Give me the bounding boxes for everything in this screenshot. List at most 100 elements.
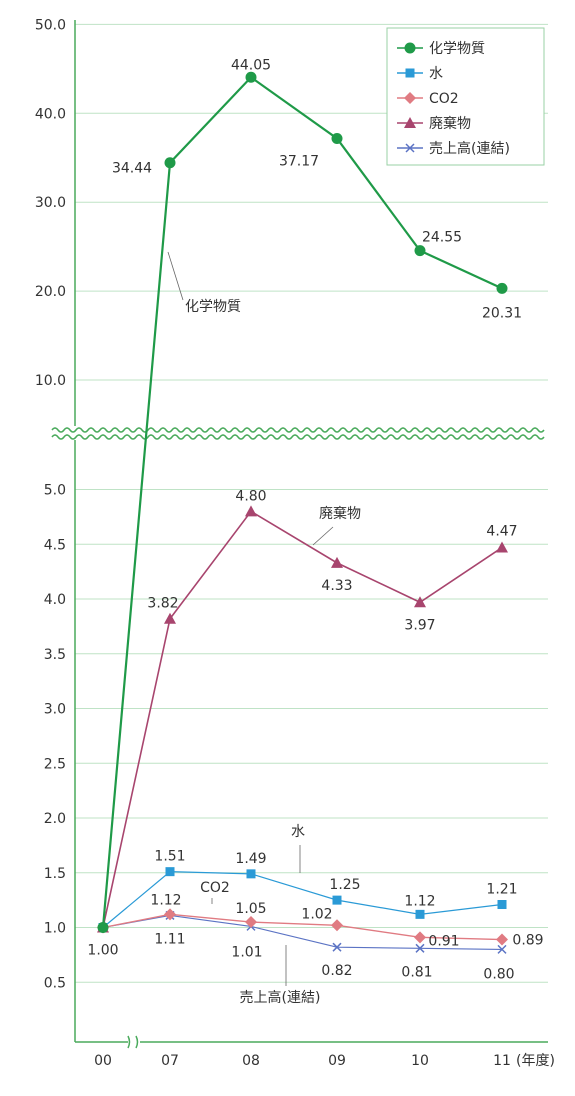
data-point [245,71,257,83]
data-label: 24.55 [422,230,462,246]
data-point [245,505,257,517]
data-point [331,919,343,932]
data-point [497,944,507,954]
y-tick-label: 50.0 [35,17,66,33]
legend-label: 廃棄物 [429,115,471,132]
x-tick-label: 09 [328,1053,346,1069]
grid-lines [75,23,548,983]
legend-label: CO2 [429,91,459,107]
data-point [404,92,416,104]
data-point [415,943,425,953]
data-label: 4.47 [486,524,517,540]
data-label: 1.12 [150,892,181,908]
data-point [164,612,176,624]
data-point [414,596,426,608]
axis-break-wave [51,427,545,433]
data-label: 1.00 [87,943,118,959]
y-tick-label: 2.5 [44,756,66,772]
series-line [102,510,503,928]
data-point [496,541,508,553]
series-layer [97,71,508,954]
data-point [404,117,416,128]
legend-label: 水 [429,66,443,82]
y-tick-label: 0.5 [44,975,66,991]
data-point [331,556,343,568]
data-point [405,143,415,153]
y-tick-label: 20.0 [35,284,66,300]
data-label: 4.80 [235,488,266,504]
data-point [405,68,415,78]
y-tick-label: 3.0 [44,702,66,718]
data-label: 0.81 [401,964,432,980]
data-point [246,869,256,879]
data-point-stroke [415,943,425,953]
data-point [415,909,425,919]
legend-label: 化学物質 [429,41,485,57]
y-tick-label: 30.0 [35,195,66,211]
data-label: 1.05 [235,901,266,917]
data-label: 1.25 [329,877,360,893]
series-annotation: 化学物質 [185,299,241,315]
data-label: 0.89 [512,933,543,949]
series-line [101,75,503,928]
data-point-stroke [497,944,507,954]
data-label: 1.02 [301,906,332,922]
y-tick-label: 4.5 [44,537,66,553]
data-point [496,933,508,946]
x-tick-label: 00 [94,1053,112,1069]
data-label: 1.11 [154,931,185,947]
series-line [102,913,503,941]
data-point [497,900,507,910]
data-label: 44.05 [231,57,271,73]
annotation-leader [167,251,184,301]
data-point [332,895,342,905]
data-label: 0.80 [483,966,514,982]
x-axis-break [127,1035,139,1049]
x-tick-label: 10 [411,1053,429,1069]
y-tick-label: 10.0 [35,373,66,389]
legend-label: 売上高(連結) [429,140,510,157]
data-point-stroke [332,942,342,952]
data-label: 4.33 [321,578,352,594]
data-label: 0.91 [428,933,459,949]
data-label: 37.17 [279,153,319,169]
x-axis-unit: (年度) [516,1053,555,1069]
data-label: 1.21 [486,882,517,898]
series-line [102,871,503,928]
series-line [102,914,503,950]
x-tick-label: 08 [242,1053,260,1069]
data-point [414,931,426,944]
data-label: 1.51 [154,849,185,865]
data-point [164,908,176,921]
y-tick-label: 40.0 [35,106,66,122]
data-point [97,922,109,933]
data-point [332,942,342,952]
series-annotation: 売上高(連結) [240,989,321,1006]
y-tick-label: 4.0 [44,592,66,608]
data-label: 20.31 [482,305,522,321]
series-annotation: CO2 [200,880,230,896]
y-tick-label: 1.5 [44,866,66,882]
data-label: 1.12 [404,893,435,909]
data-point [165,867,175,877]
data-point [404,42,416,54]
data-label: 0.82 [321,963,352,979]
data-point-stroke [405,143,415,153]
annotation-leader [312,526,334,546]
data-point [496,282,508,294]
x-tick-label: 07 [161,1053,179,1069]
axis-break-wave [51,434,545,440]
axes: 10.0 20.0 30.0 40.0 50.0 0.5 1.0 1.5 2.0 2.5 3.0 3.… [35,17,555,1069]
data-label: 3.82 [147,596,178,612]
data-point [164,157,176,169]
data-label: 1.49 [235,851,266,867]
data-label: 3.97 [404,617,435,633]
y-tick-label: 1.0 [44,921,66,937]
data-label: 1.01 [231,944,262,960]
y-tick-label: 2.0 [44,811,66,827]
data-point [414,245,426,257]
data-labels: 1.00 1.11 1.01 0.82 0.81 0.80 1.12 1.05 1.02 0.91… [87,57,543,1006]
series-annotation: 廃棄物 [319,505,361,522]
